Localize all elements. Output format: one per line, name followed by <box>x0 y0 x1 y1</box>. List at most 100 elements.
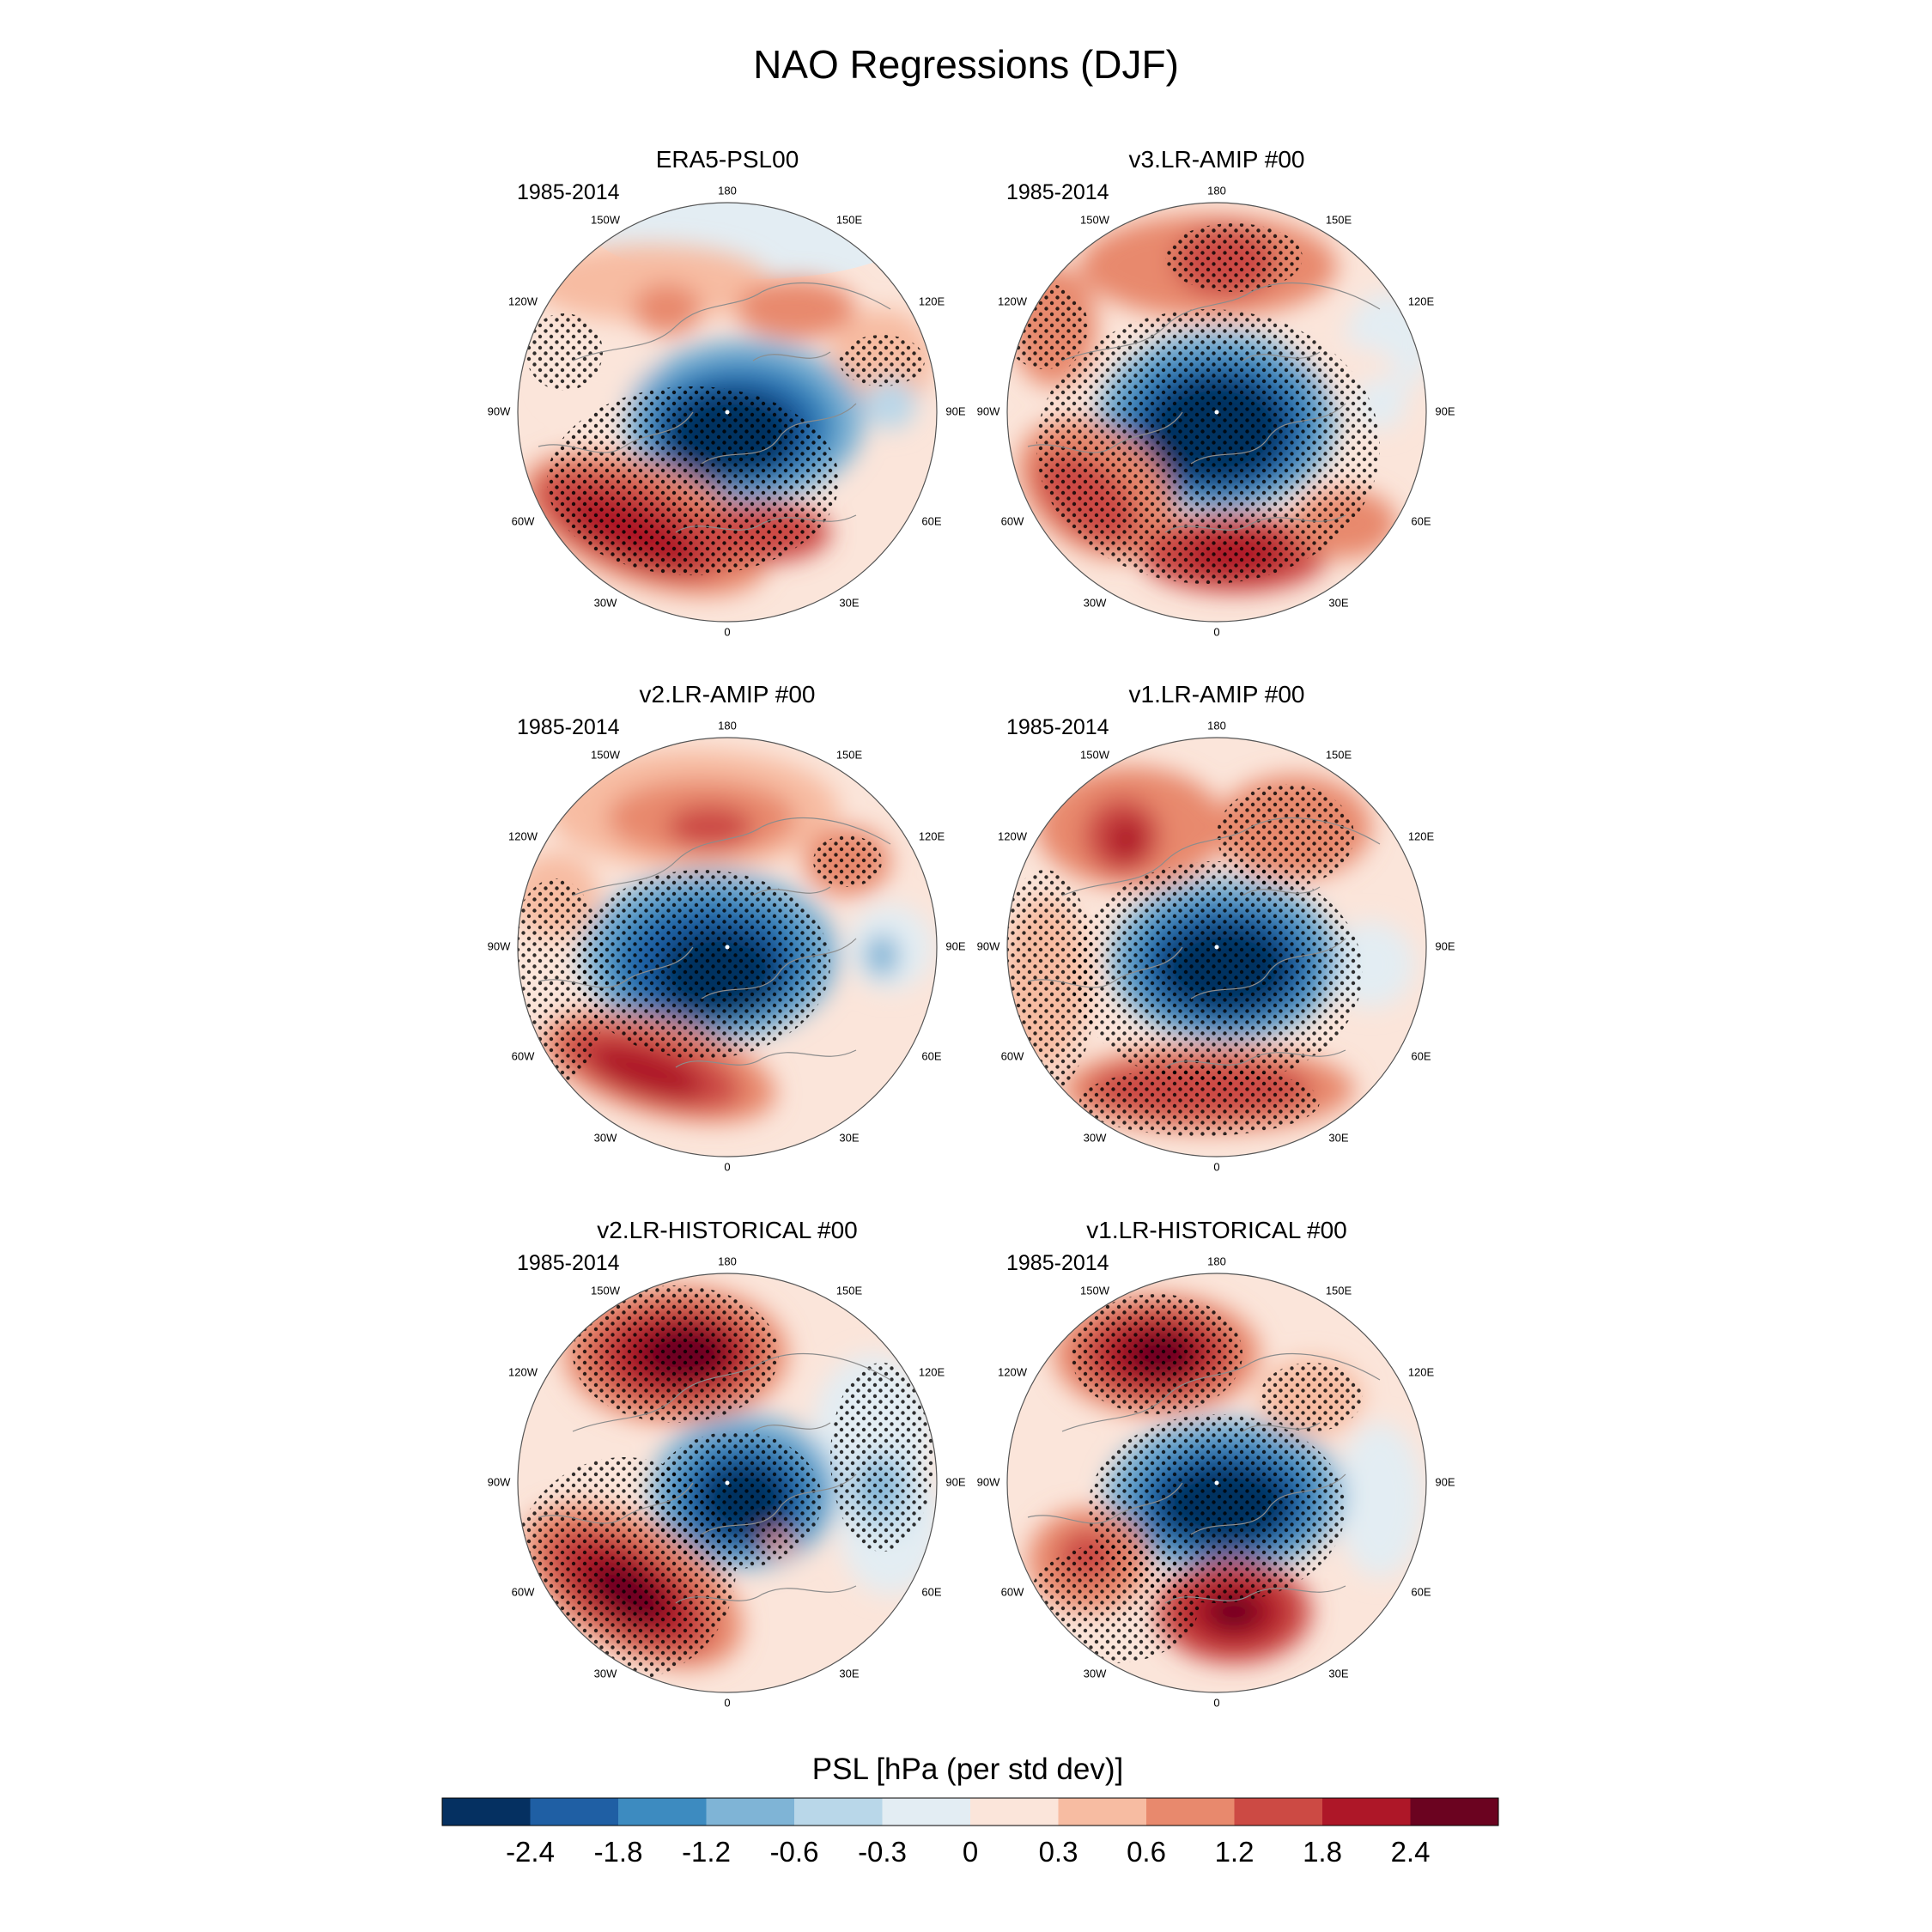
colorbar-title: PSL [hPa (per std dev)] <box>812 1753 1124 1786</box>
panel-title: v2.LR-AMIP #00 <box>640 681 816 708</box>
lon-label-30e: 30E <box>839 596 859 609</box>
colorbar-tick: -0.3 <box>858 1836 907 1868</box>
lon-label-120w: 120W <box>508 1365 538 1378</box>
lon-label-150w: 150W <box>591 213 621 226</box>
lon-label-30w: 30W <box>594 1667 617 1680</box>
lon-label-60e: 60E <box>921 1585 941 1598</box>
panel-title: v1.LR-AMIP #00 <box>1129 681 1305 708</box>
lon-label-150e: 150E <box>1326 748 1352 761</box>
period-label: 1985-2014 <box>1006 715 1109 739</box>
lon-label-120e: 120E <box>1408 295 1435 307</box>
lon-label-180: 180 <box>1207 184 1226 197</box>
colorbar-box <box>1410 1798 1498 1826</box>
colorbar-ticks: -2.4 -1.8 -1.2 -0.6 -0.3 0 0.3 0.6 1.2 1… <box>506 1836 1430 1868</box>
lon-label-120w: 120W <box>508 829 538 842</box>
colorbar-box <box>706 1798 794 1826</box>
colorbar-tick: 1.8 <box>1303 1836 1342 1868</box>
lon-label-150e: 150E <box>836 1284 863 1297</box>
psl-field <box>1007 203 1426 622</box>
lon-label-150w: 150W <box>1080 748 1110 761</box>
lon-label-150w: 150W <box>591 748 621 761</box>
period-label: 1985-2014 <box>1006 180 1109 204</box>
map-boundary <box>1006 1273 1427 1693</box>
lon-label-120e: 120E <box>1408 829 1435 842</box>
lon-label-60w: 60W <box>512 1049 535 1062</box>
lon-label-60e: 60E <box>1411 1049 1431 1062</box>
lon-label-60w: 60W <box>1001 1049 1024 1062</box>
lon-label-30w: 30W <box>594 596 617 609</box>
lon-label-90e: 90E <box>1435 939 1455 952</box>
colorbar-box <box>442 1798 531 1826</box>
lon-label-90w: 90W <box>488 404 511 417</box>
colorbar-tick: -0.6 <box>770 1836 819 1868</box>
colorbar-box <box>618 1798 707 1826</box>
lon-label-60w: 60W <box>512 1585 535 1598</box>
lon-label-90e: 90E <box>1435 1475 1455 1488</box>
colorbar-box <box>882 1798 970 1826</box>
lon-label-180: 180 <box>718 1255 737 1267</box>
panel-title: v1.LR-HISTORICAL #00 <box>1086 1217 1346 1243</box>
lon-label-120e: 120E <box>919 829 945 842</box>
lon-label-0: 0 <box>1213 1696 1219 1709</box>
period-label: 1985-2014 <box>1006 1251 1109 1275</box>
map-boundary <box>1006 737 1427 1157</box>
lon-label-30w: 30W <box>594 1131 617 1144</box>
lon-label-30e: 30E <box>1328 1131 1348 1144</box>
lon-label-90w: 90W <box>977 939 1000 952</box>
map-boundary <box>517 202 938 623</box>
lon-label-90e: 90E <box>945 1475 965 1488</box>
lon-label-120w: 120W <box>998 1365 1028 1378</box>
psl-field <box>518 1273 937 1692</box>
lon-label-150w: 150W <box>1080 213 1110 226</box>
panel-v3-amip: v3.LR-AMIP #00 1985-2014 <box>977 146 1455 638</box>
colorbar-tick: 0 <box>963 1836 978 1868</box>
lon-label-60e: 60E <box>1411 514 1431 527</box>
colorbar-box <box>1322 1798 1411 1826</box>
map-boundary <box>517 737 938 1157</box>
lon-label-120w: 120W <box>508 295 538 307</box>
lon-label-0: 0 <box>724 1160 730 1173</box>
panel-title: v2.LR-HISTORICAL #00 <box>597 1217 857 1243</box>
lon-label-90e: 90E <box>1435 404 1455 417</box>
lon-label-30e: 30E <box>839 1131 859 1144</box>
colorbar-outline <box>441 1797 1499 1826</box>
lon-label-120e: 120E <box>1408 1365 1435 1378</box>
colorbar-tick: -2.4 <box>506 1836 555 1868</box>
psl-field <box>518 738 937 1157</box>
panel-title: v3.LR-AMIP #00 <box>1129 146 1305 173</box>
lon-label-150e: 150E <box>836 213 863 226</box>
lon-label-150w: 150W <box>1080 1284 1110 1297</box>
lon-label-180: 180 <box>1207 719 1226 732</box>
lon-label-90w: 90W <box>977 1475 1000 1488</box>
colorbar-tick: 0.6 <box>1127 1836 1166 1868</box>
colorbar-tick: 2.4 <box>1391 1836 1431 1868</box>
psl-field <box>1007 738 1426 1157</box>
map-boundary <box>1006 202 1427 623</box>
lon-label-180: 180 <box>718 719 737 732</box>
lon-label-180: 180 <box>1207 1255 1226 1267</box>
lon-label-150e: 150E <box>1326 213 1352 226</box>
psl-field <box>518 203 937 622</box>
lon-label-120e: 120E <box>919 1365 945 1378</box>
psl-field <box>1007 1273 1426 1692</box>
panel-title: ERA5-PSL00 <box>656 146 799 173</box>
colorbar-tick: 0.3 <box>1039 1836 1078 1868</box>
colorbar: PSL [hPa (per std dev)] -2.4 -1.8 -1.2 -… <box>441 1753 1499 1868</box>
colorbar-box <box>530 1798 618 1826</box>
panel-era5: ERA5-PSL00 1985-2014 <box>488 146 966 638</box>
lon-label-30w: 30W <box>1084 1667 1107 1680</box>
lon-label-30w: 30W <box>1084 596 1107 609</box>
lon-label-150w: 150W <box>591 1284 621 1297</box>
lon-label-90e: 90E <box>945 404 965 417</box>
lon-label-0: 0 <box>724 625 730 638</box>
figure-title: NAO Regressions (DJF) <box>753 42 1179 87</box>
colorbar-box <box>1058 1798 1146 1826</box>
colorbar-tick: -1.2 <box>682 1836 731 1868</box>
colorbar-tick: 1.2 <box>1215 1836 1255 1868</box>
lon-label-0: 0 <box>1213 1160 1219 1173</box>
lon-label-60w: 60W <box>1001 514 1024 527</box>
map-boundary <box>517 1273 938 1693</box>
lon-label-60e: 60E <box>921 1049 941 1062</box>
lon-label-150e: 150E <box>836 748 863 761</box>
